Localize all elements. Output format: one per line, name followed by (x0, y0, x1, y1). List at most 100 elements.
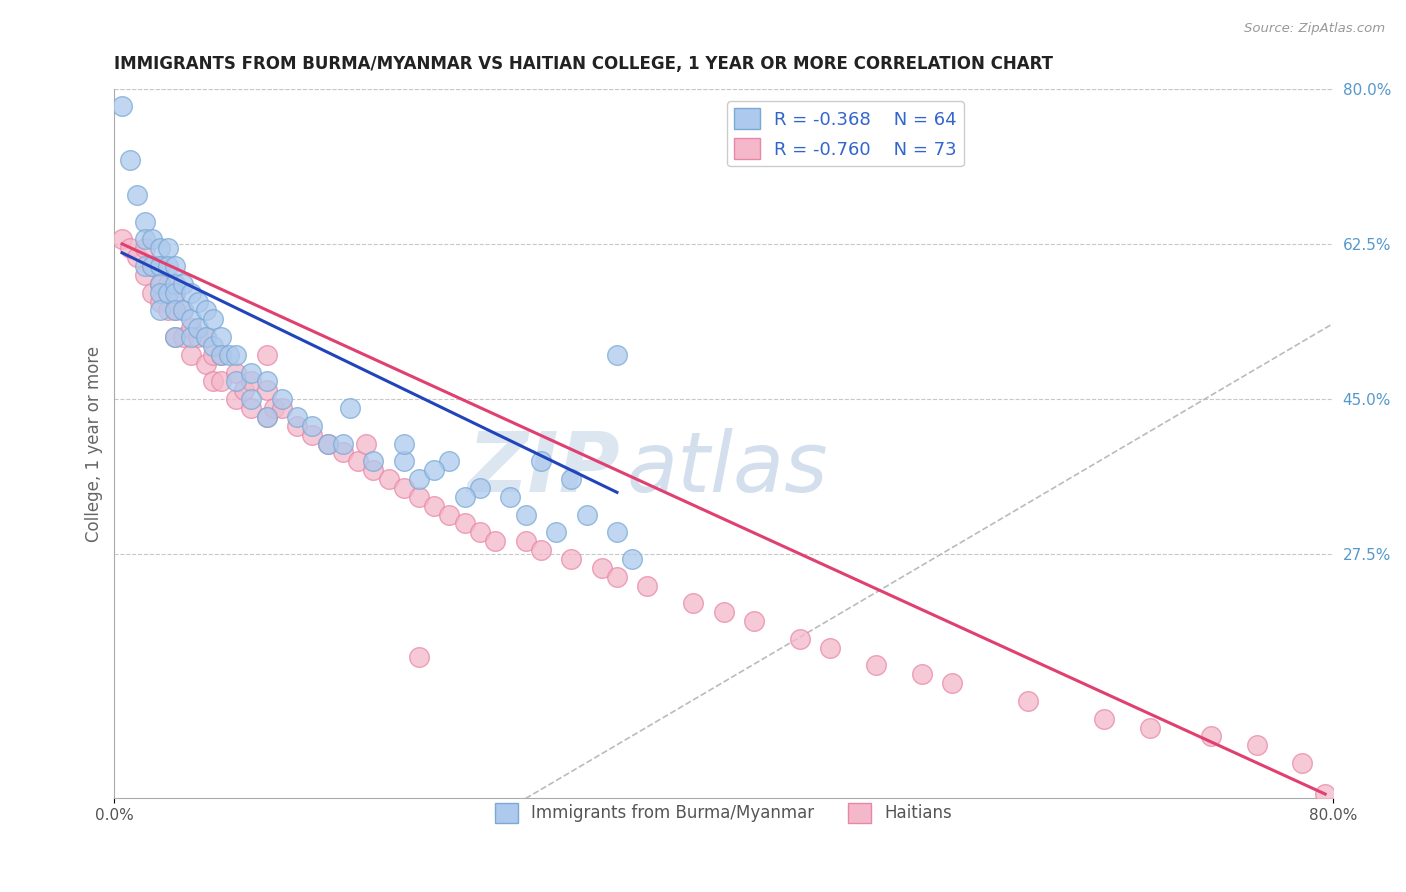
Point (256, 348, 278, 362)
Point (560, 552, 582, 566)
Point (240, 375, 263, 389)
Point (530, 454, 553, 468)
Point (165, 277, 187, 291)
Point (423, 463, 446, 477)
Point (285, 409, 308, 424)
Point (187, 294, 209, 309)
Point (285, 418, 308, 433)
Point (240, 401, 263, 415)
Point (172, 277, 194, 291)
Point (127, 188, 149, 202)
Point (256, 409, 278, 424)
Point (225, 348, 247, 362)
Point (713, 605, 735, 619)
Point (111, 232, 134, 246)
Point (225, 392, 247, 407)
Point (742, 614, 765, 628)
Point (149, 277, 172, 291)
Point (149, 277, 172, 291)
Point (172, 303, 194, 318)
Point (165, 330, 187, 344)
Point (1139, 721, 1161, 735)
Text: Source: ZipAtlas.com: Source: ZipAtlas.com (1244, 22, 1385, 36)
Point (606, 348, 628, 362)
Point (910, 667, 932, 681)
Point (256, 375, 278, 389)
Point (636, 578, 658, 592)
Point (1199, 730, 1222, 744)
Point (544, 525, 567, 540)
Point (408, 472, 430, 486)
Point (621, 552, 644, 566)
Point (575, 508, 598, 522)
Point (454, 490, 477, 504)
Point (468, 525, 491, 540)
Point (165, 303, 187, 318)
Point (439, 508, 461, 522)
Point (256, 409, 278, 424)
Point (789, 632, 811, 646)
Point (606, 525, 628, 540)
Point (202, 375, 225, 389)
Point (515, 508, 537, 522)
Point (560, 472, 582, 486)
Point (240, 392, 263, 407)
Point (591, 561, 613, 575)
Point (118, 153, 141, 167)
Text: ZIP: ZIP (467, 428, 620, 509)
Point (141, 285, 163, 300)
Point (156, 277, 179, 291)
Point (111, 99, 134, 113)
Point (530, 543, 553, 558)
Point (408, 490, 430, 504)
Point (127, 250, 149, 264)
Point (423, 499, 446, 513)
Point (156, 303, 179, 318)
Point (141, 259, 163, 273)
Point (225, 366, 247, 380)
Point (332, 436, 354, 450)
Point (165, 259, 187, 273)
Point (118, 241, 141, 255)
Point (606, 569, 628, 583)
Point (225, 375, 247, 389)
Point (134, 232, 156, 246)
Point (180, 312, 202, 326)
Point (332, 445, 354, 459)
Point (194, 330, 217, 344)
Point (134, 259, 156, 273)
Point (240, 366, 263, 380)
Point (301, 427, 323, 442)
Point (134, 268, 156, 282)
Point (256, 384, 278, 398)
Text: atlas: atlas (626, 428, 828, 509)
Point (202, 348, 225, 362)
Legend: Immigrants from Burma/Myanmar, Haitians: Immigrants from Burma/Myanmar, Haitians (488, 797, 959, 830)
Point (941, 676, 963, 690)
Point (301, 418, 323, 433)
Point (134, 215, 156, 229)
Point (149, 259, 172, 273)
Point (194, 357, 217, 371)
Point (180, 348, 202, 362)
Point (218, 348, 240, 362)
Point (165, 330, 187, 344)
Point (1246, 738, 1268, 752)
Point (187, 330, 209, 344)
Point (165, 285, 187, 300)
Point (149, 259, 172, 273)
Point (149, 303, 172, 318)
Point (271, 392, 294, 407)
Point (180, 330, 202, 344)
Point (363, 463, 385, 477)
Point (499, 490, 522, 504)
Y-axis label: College, 1 year or more: College, 1 year or more (86, 345, 103, 541)
Point (1315, 787, 1337, 801)
Point (1092, 712, 1115, 726)
Point (468, 481, 491, 495)
Point (865, 658, 887, 673)
Point (484, 534, 506, 549)
Point (271, 401, 294, 415)
Point (316, 436, 339, 450)
Point (165, 303, 187, 318)
